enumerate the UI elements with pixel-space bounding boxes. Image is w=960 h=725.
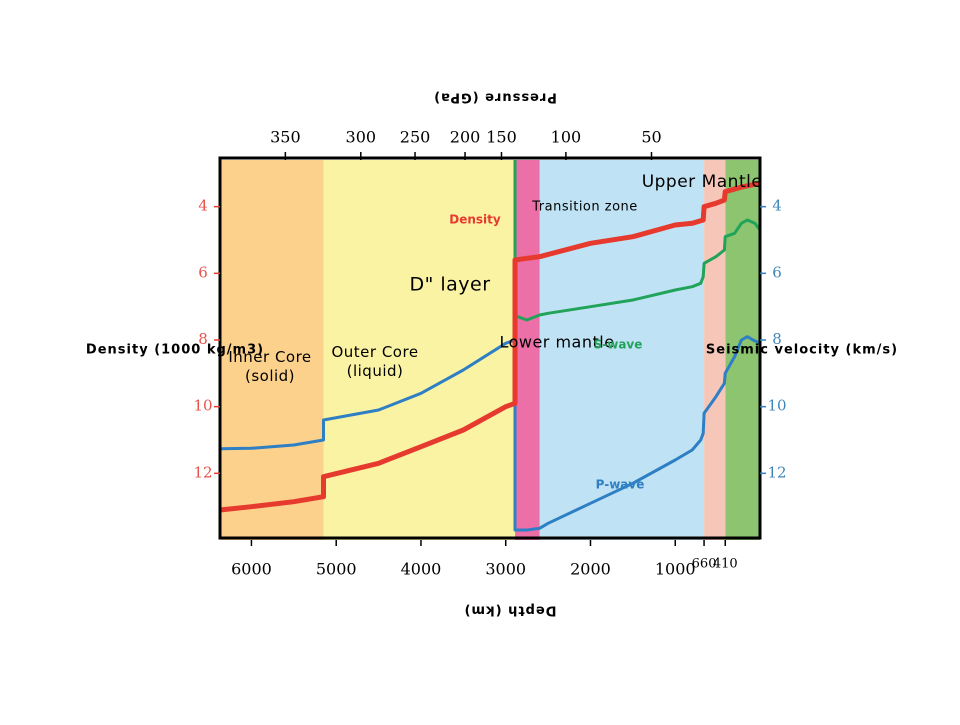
pressure-tick-100: 100 [551,128,582,147]
series-p-wave [219,335,761,532]
pressure-tick-200: 200 [450,128,481,147]
region-label-d-layer: D" layer [409,274,490,296]
pressure-axis-label: Pressure (GPa) [433,90,557,105]
velocity-tick-10: 10 [767,397,786,415]
region-label-lower-mantle: Lower mantle [499,333,614,352]
region-label-outer-core-liquid-1: Outer Core [331,343,418,361]
depth-axis-label: Depth (km) [464,603,557,618]
region-lower-mantle [539,160,705,540]
pressure-tick-50: 50 [641,128,661,147]
region-label-upper-mantle: Upper Mantle [642,172,763,192]
density-tick-10: 10 [193,397,212,415]
pressure-tick-150: 150 [486,128,517,147]
depth-tick-6000: 6000 [231,560,272,579]
pressure-tick-250: 250 [400,128,431,147]
region-upper-mantle [725,160,760,540]
density-axis-label: Density (1000 kg/m3) [86,343,264,358]
depth-tick-2000: 2000 [570,560,611,579]
region-outer-core-liquid [323,160,516,540]
velocity-tick-8: 8 [772,330,782,348]
density-tick-8: 8 [198,330,208,348]
density-tick-12: 12 [193,463,212,481]
region-label-outer-core-liquid-2: (liquid) [347,362,404,380]
depth-tick-3000: 3000 [485,560,526,579]
velocity-tick-4: 4 [772,197,782,215]
depth-tick-660: 660 [692,557,717,572]
region-label-transition-zone: Transition zone [531,200,638,215]
region-label-inner-core-solid-1: Inner Core [228,348,311,366]
velocity-axis-label: Seismic velocity (km/s) [706,343,898,358]
annotation-density: Density [449,213,501,227]
annotation-s-wave: S-wave [594,338,643,352]
density-tick-4: 4 [198,197,208,215]
annotation-p-wave: P-wave [596,478,645,492]
depth-tick-1000: 1000 [655,560,696,579]
plot-frame [218,156,762,540]
depth-tick-410: 410 [713,557,738,572]
pressure-tick-300: 300 [346,128,377,147]
depth-tick-4000: 4000 [401,560,442,579]
velocity-tick-12: 12 [767,463,786,481]
series-s-wave [513,160,762,322]
density-tick-6: 6 [198,263,208,281]
depth-tick-5000: 5000 [316,560,357,579]
velocity-tick-6: 6 [772,263,782,281]
region-label-inner-core-solid-2: (solid) [245,367,295,385]
series-density [219,180,761,513]
pressure-tick-350: 350 [270,128,301,147]
